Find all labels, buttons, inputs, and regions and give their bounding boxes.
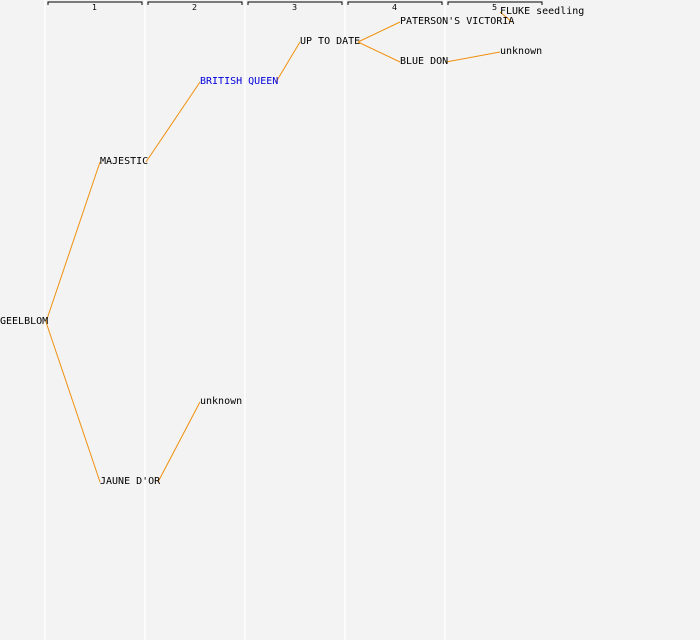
node-british-queen[interactable]: BRITISH QUEEN bbox=[200, 76, 279, 87]
connector-up-to-date-to-blue-don bbox=[357, 41, 401, 63]
generation-bracket bbox=[247, 1, 343, 5]
generation-bracket bbox=[147, 1, 243, 5]
generation-header-3 bbox=[247, 1, 343, 5]
generation-number: 5 bbox=[492, 3, 498, 12]
node-geelblom[interactable]: GEELBLOM bbox=[0, 316, 49, 327]
connector-majestic-to-british-queen bbox=[145, 81, 201, 163]
node-unknown-bluedon[interactable]: unknown bbox=[500, 46, 543, 57]
generation-header-4 bbox=[347, 1, 443, 5]
connector-blue-don-to-unknown-bluedon bbox=[445, 51, 501, 63]
connector-jaune-dor-to-unknown-jaune bbox=[157, 401, 201, 483]
connector-british-queen-to-up-to-date bbox=[275, 41, 301, 83]
generation-header-5 bbox=[447, 1, 543, 5]
node-blue-don[interactable]: BLUE DON bbox=[400, 56, 449, 67]
generation-header-1 bbox=[47, 1, 143, 5]
generation-number: 2 bbox=[192, 3, 198, 12]
generation-number: 4 bbox=[392, 3, 398, 12]
connector-patersons-victoria-to-fluke-seedling bbox=[499, 11, 513, 23]
node-unknown-jaune[interactable]: unknown bbox=[200, 396, 243, 407]
connector-geelblom-to-majestic bbox=[45, 161, 101, 323]
node-jaune-dor[interactable]: JAUNE D'OR bbox=[100, 476, 161, 487]
connector-up-to-date-to-patersons-victoria bbox=[357, 21, 401, 43]
generation-number: 3 bbox=[292, 3, 298, 12]
generation-number: 1 bbox=[92, 3, 98, 12]
node-fluke-seedling[interactable]: FLUKE seedling bbox=[500, 6, 585, 17]
node-patersons-victoria[interactable]: PATERSON'S VICTORIA bbox=[400, 16, 515, 27]
node-majestic[interactable]: MAJESTIC bbox=[100, 156, 149, 167]
node-up-to-date[interactable]: UP TO DATE bbox=[300, 36, 361, 47]
generation-bracket bbox=[47, 1, 143, 5]
generation-header-2 bbox=[147, 1, 243, 5]
generation-bracket bbox=[347, 1, 443, 5]
generation-bracket bbox=[447, 1, 543, 5]
connector-geelblom-to-jaune-dor bbox=[45, 321, 101, 483]
